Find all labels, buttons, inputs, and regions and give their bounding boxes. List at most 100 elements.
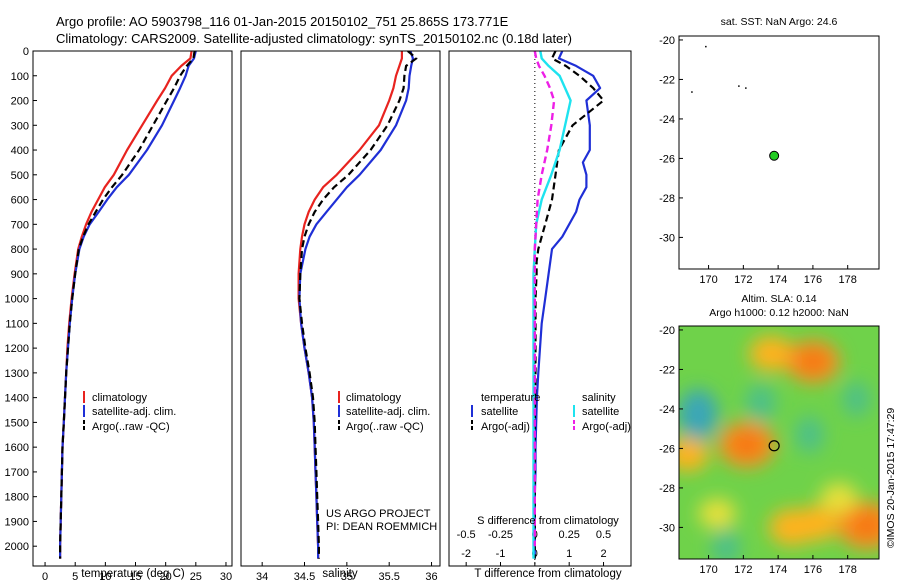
salinity-lines [297,51,418,559]
sla-low [842,381,870,417]
temperature-panel: 0100200300400500600700800900100011001200… [5,46,233,580]
legend-label-satellite: satellite-adj. clim. [346,406,430,418]
difference-series-satellite-t [533,51,602,559]
map-x-tick-label: 172 [734,274,752,286]
y-tick-label: 1300 [5,368,29,380]
s-x-tick-label: 0.25 [558,529,579,541]
legend-header-salinity: salinity [582,392,616,404]
legend-label-climatology: climatology [346,392,402,404]
map-speck [705,45,707,48]
difference-lines [532,51,605,559]
salinity-series-argo [298,51,418,559]
legend-label-t-argo: Argo(-adj) [481,421,530,433]
legend-header-temperature: temperature [481,392,540,404]
legend-label-satellite: satellite-adj. clim. [92,406,176,418]
legend-label-t-satellite: satellite [481,406,518,418]
y-tick-label: 1200 [5,343,29,355]
salinity-xlabel: salinity [322,568,357,580]
x-tick-label: 34.5 [294,571,315,580]
map-y-tick-label: -20 [659,35,675,47]
y-tick-label: 100 [11,71,29,83]
sla-map-field [679,326,879,559]
x-tick-label: 36 [425,571,437,580]
project-line-1: US ARGO PROJECT [326,508,431,520]
map-y-tick-label: -26 [659,153,675,165]
difference-series-argo_diff_S-s [533,51,556,547]
title-line-1: Argo profile: AO 5903798_116 01-Jan-2015… [56,14,509,29]
y-tick-label: 400 [11,145,29,157]
salinity-axes-frame [240,50,441,567]
sla-map-argo-marker [768,440,780,452]
salinity-panel: 34 34.5 35 35.5 36 salinity climatology sate… [240,50,441,580]
sla-low [795,416,824,454]
legend-label-argo: Argo(..raw -QC) [92,421,170,433]
map-x-tick-label: 172 [734,564,752,576]
sla-high [794,505,839,542]
x-tick-label: 35 [341,571,353,580]
map-y-tick-label: -22 [659,364,675,376]
map-y-tick-label: -30 [659,522,675,534]
y-tick-label: 1500 [5,417,29,429]
difference-s-xlabel: S difference from climatology [477,515,619,527]
temperature-xlabel: temperature (deg C) [81,568,185,580]
x-tick-label: 0 [42,571,48,580]
map-x-tick-label: 176 [804,274,822,286]
y-tick-label: 700 [11,219,29,231]
map-y-tick-label: -30 [659,232,675,244]
s-x-tick-label: -0.25 [488,529,513,541]
y-tick-label: 1700 [5,467,29,479]
sst-map-xticks: 170 172 174 176 178 [699,265,857,286]
argo-position-marker [769,150,780,161]
project-line-2: PI: DEAN ROEMMICH [326,521,437,533]
salinity-xticks: 34 34.5 35 35.5 36 [256,562,438,580]
sla-low [745,383,776,423]
x-tick-label: 35.5 [378,571,399,580]
y-tick-label: 800 [11,244,29,256]
difference-series-argo-t [533,51,605,559]
map-y-tick-label: -28 [659,483,675,495]
temperature-yticks: 0 100 200 300 400 500 600 700 800 900 1000 1100 1200… [5,46,37,553]
map-speck [738,85,740,87]
salinity-legend: climatology satellite-adj. clim. Argo(..… [338,391,430,433]
x-tick-label: 34 [256,571,268,580]
map-speck [745,87,747,89]
y-tick-label: 1400 [5,393,29,405]
sst-map: sat. SST: NaN Argo: 24.6 -20 -22 -24 -26 -28… [659,16,880,286]
sla-map: Altim. SLA: 0.14 Argo h1000: 0.12 h2000:… [659,293,880,576]
map-y-tick-label: -28 [659,193,675,205]
x-tick-label: 10 [99,571,111,580]
legend-label-argo: Argo(..raw -QC) [346,421,424,433]
difference-xlabel: T difference from climatology [474,568,621,580]
sla-map-title-2: Argo h1000: 0.12 h2000: NaN [709,307,849,319]
x-tick-label: 15 [129,571,141,580]
sla-map-yticks: -20 -22 -24 -26 -28 -30 [659,325,683,534]
x-tick-label: -1 [496,548,506,560]
sla-high-core [854,514,879,536]
map-x-tick-label: 174 [769,274,787,286]
imos-credit: ©IMOS 20-Jan-2015 17:47:29 [885,408,897,548]
sla-low [679,389,718,441]
y-tick-label: 1000 [5,294,29,306]
map-x-tick-label: 170 [699,564,717,576]
sst-map-points [691,45,780,161]
title-line-2: Climatology: CARS2009. Satellite-adjuste… [56,31,572,46]
sla-map-frame [678,325,880,560]
legend-label-s-satellite: satellite [582,406,619,418]
temperature-lines [58,51,197,559]
y-tick-label: 2000 [5,541,29,553]
map-x-tick-label: 176 [804,564,822,576]
x-tick-label: -2 [461,548,471,560]
sla-high [679,437,709,472]
map-y-tick-label: -22 [659,74,675,86]
legend-label-s-argo: Argo(-adj) [582,421,631,433]
sla-high [820,482,858,513]
y-tick-label: 1100 [5,318,29,330]
map-y-tick-label: -26 [659,443,675,455]
sla-high-core [734,434,760,455]
y-tick-label: 300 [11,120,29,132]
map-y-tick-label: -20 [659,325,675,337]
map-y-tick-label: -24 [659,404,675,416]
y-tick-label: 900 [11,269,29,281]
